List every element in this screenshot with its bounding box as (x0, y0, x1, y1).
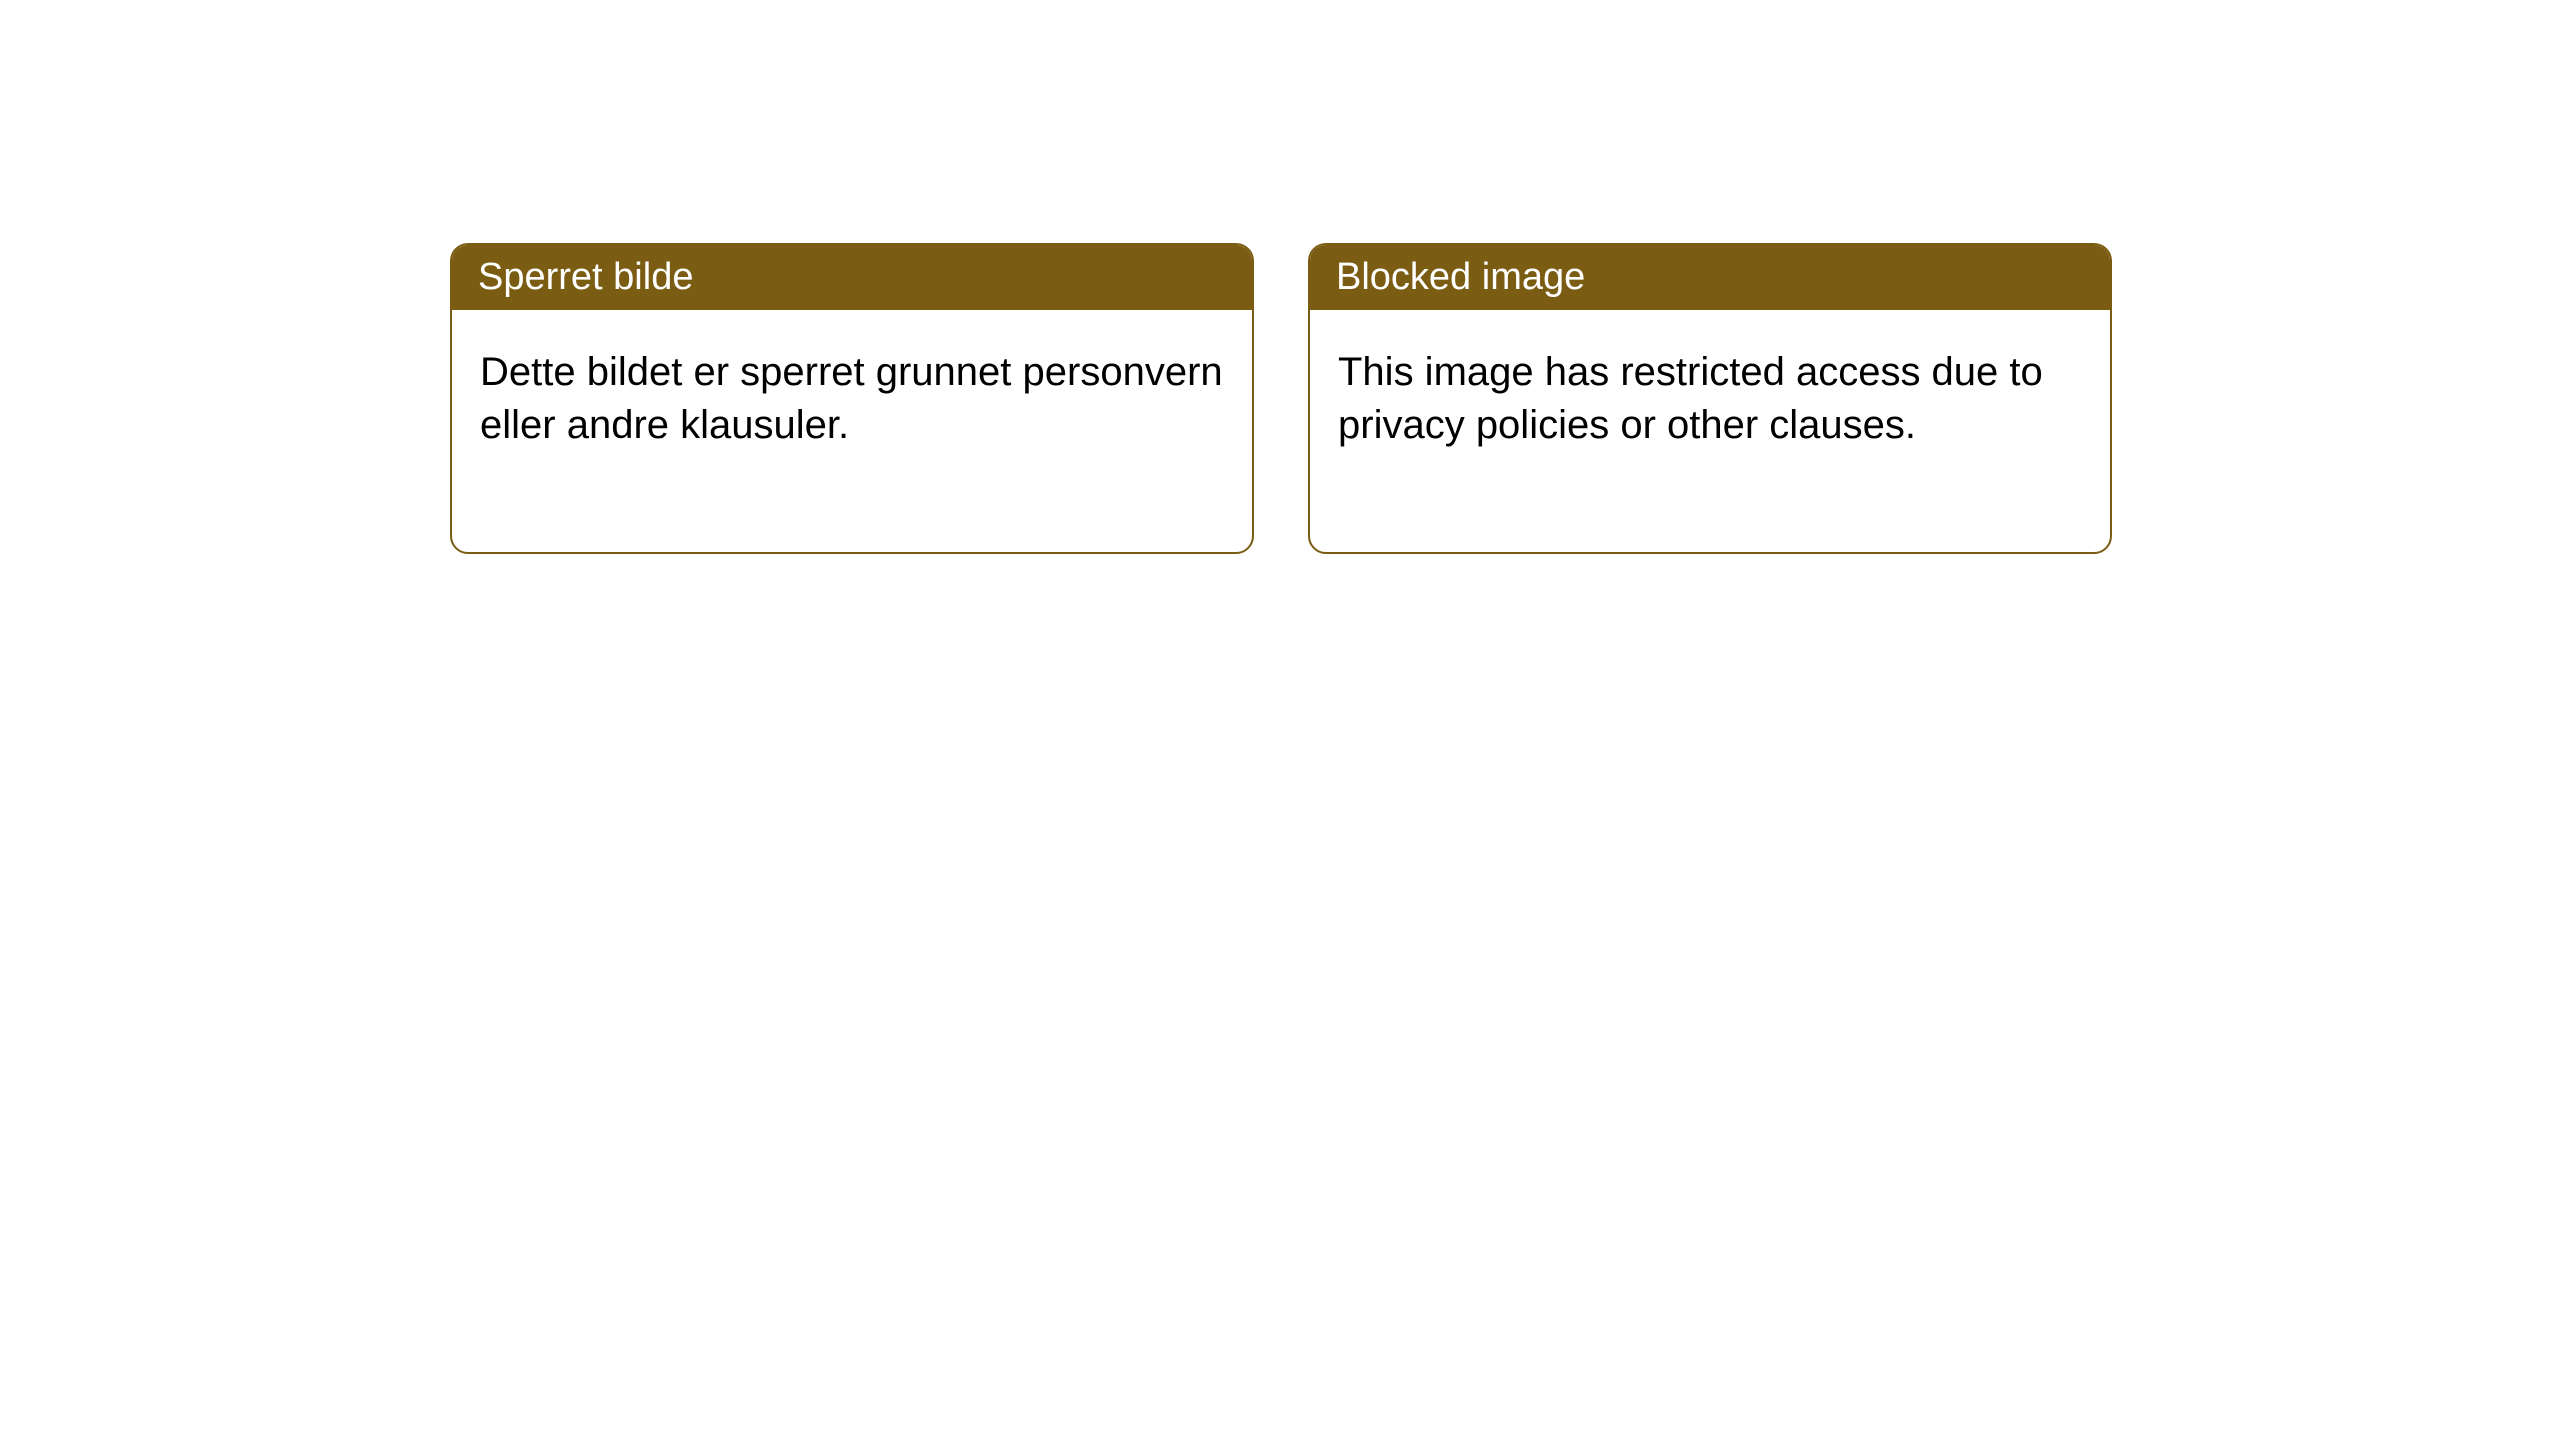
blocked-image-card-en: Blocked image This image has restricted … (1308, 243, 2112, 554)
card-header-no: Sperret bilde (452, 245, 1252, 310)
card-body-text-en: This image has restricted access due to … (1338, 350, 2043, 447)
blocked-image-card-no: Sperret bilde Dette bildet er sperret gr… (450, 243, 1254, 554)
card-header-en: Blocked image (1310, 245, 2110, 310)
cards-container: Sperret bilde Dette bildet er sperret gr… (0, 0, 2560, 554)
card-body-no: Dette bildet er sperret grunnet personve… (452, 310, 1252, 552)
card-title-en: Blocked image (1336, 256, 1585, 298)
card-body-text-no: Dette bildet er sperret grunnet personve… (480, 350, 1223, 447)
card-title-no: Sperret bilde (478, 256, 693, 298)
card-body-en: This image has restricted access due to … (1310, 310, 2110, 552)
